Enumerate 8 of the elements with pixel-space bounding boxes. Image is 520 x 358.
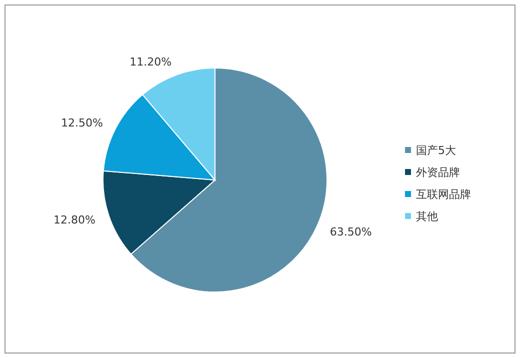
legend-label: 其他 xyxy=(416,210,438,223)
data-label: 63.50% xyxy=(330,226,372,239)
data-label: 12.50% xyxy=(60,116,103,130)
legend-label: 国产5大 xyxy=(416,144,456,157)
data-label: 12.80% xyxy=(53,214,96,227)
legend-label: 外资品牌 xyxy=(416,166,460,179)
legend-label: 互联网品牌 xyxy=(416,188,471,201)
data-label: 11.20% xyxy=(130,56,172,69)
